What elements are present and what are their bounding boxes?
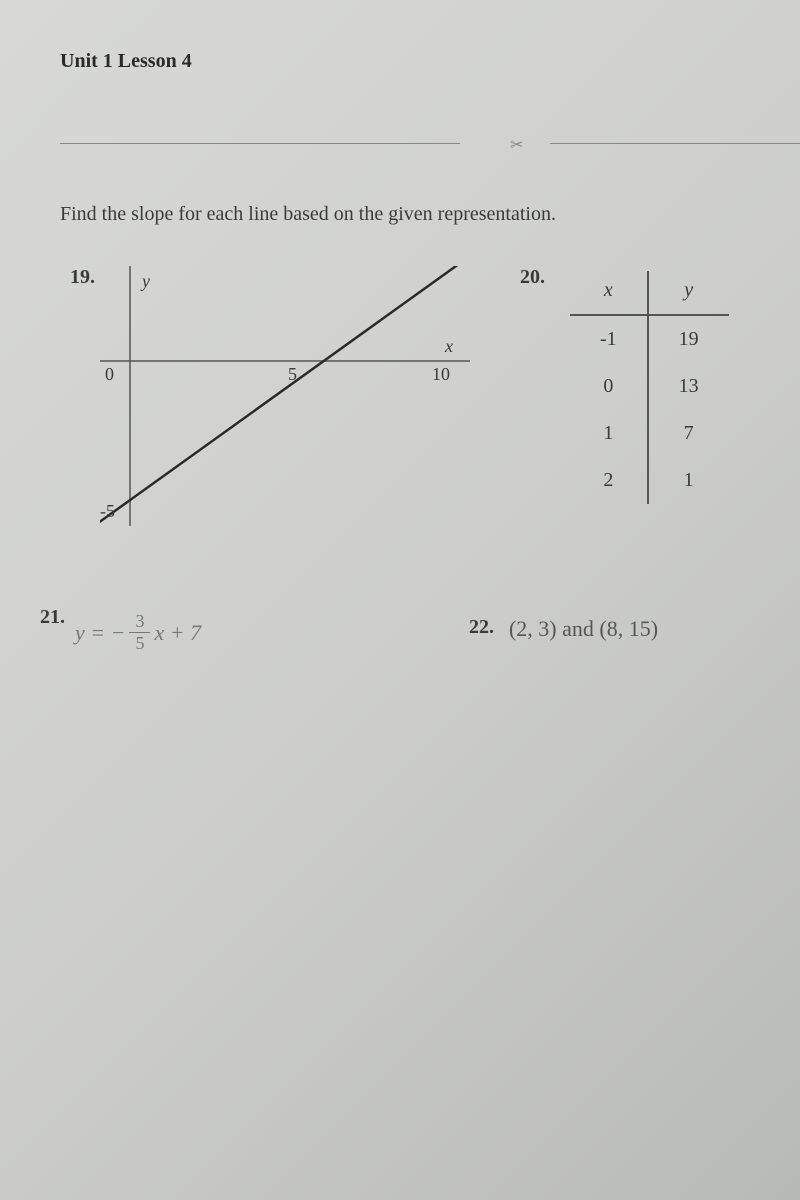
table-cell: 13	[648, 363, 729, 410]
table-header-row: x y	[570, 271, 729, 315]
problem-22-number: 22.	[469, 616, 494, 639]
table-row: 0 13	[570, 363, 729, 410]
table-header-y: y	[648, 271, 729, 315]
fraction-numerator: 3	[129, 611, 150, 633]
table-cell: 2	[570, 457, 648, 504]
table-cell: 1	[570, 410, 648, 457]
table-row: 1 7	[570, 410, 729, 457]
table-cell: 1	[648, 457, 729, 504]
fraction-denominator: 5	[129, 633, 150, 654]
table-row: -1 19	[570, 315, 729, 363]
problem-20-number: 20.	[520, 266, 545, 289]
table-row: 2 1	[570, 457, 729, 504]
problem-19: 19. y x 0 5 10 -5	[40, 266, 500, 546]
tick-5: 5	[288, 364, 297, 385]
graph-svg	[100, 266, 500, 546]
divider-line-left	[60, 143, 460, 144]
problems-row-1: 19. y x 0 5 10 -5 20. x y	[40, 266, 760, 546]
xy-table: x y -1 19 0 13 1 7	[570, 271, 729, 504]
fraction: 3 5	[129, 611, 150, 654]
table-container: x y -1 19 0 13 1 7	[570, 271, 760, 504]
x-axis-label: x	[445, 336, 453, 357]
equation-lhs: y = −	[75, 620, 125, 646]
table-cell: 19	[648, 315, 729, 363]
page-title: Unit 1 Lesson 4	[60, 50, 760, 73]
equation-rhs: x + 7	[154, 620, 201, 646]
table-cell: 0	[570, 363, 648, 410]
problem-20: 20. x y -1 19 0 13	[520, 266, 760, 546]
tick-neg5: -5	[100, 501, 115, 522]
instruction-text: Find the slope for each line based on th…	[60, 203, 760, 226]
table-header-x: x	[570, 271, 648, 315]
tick-10: 10	[432, 364, 450, 385]
divider-line-right	[550, 143, 800, 144]
graph-line	[100, 266, 470, 536]
y-axis-label: y	[142, 271, 150, 292]
points-text: (2, 3) and (8, 15)	[509, 616, 658, 642]
section-divider: ✂	[40, 133, 760, 153]
graph-container: y x 0 5 10 -5	[100, 266, 500, 546]
table-cell: 7	[648, 410, 729, 457]
table-cell: -1	[570, 315, 648, 363]
equation: y = − 3 5 x + 7	[75, 611, 201, 654]
scissors-icon: ✂	[510, 135, 523, 155]
tick-0: 0	[105, 364, 114, 385]
problem-19-number: 19.	[70, 266, 95, 289]
problem-21-number: 21.	[40, 606, 65, 629]
